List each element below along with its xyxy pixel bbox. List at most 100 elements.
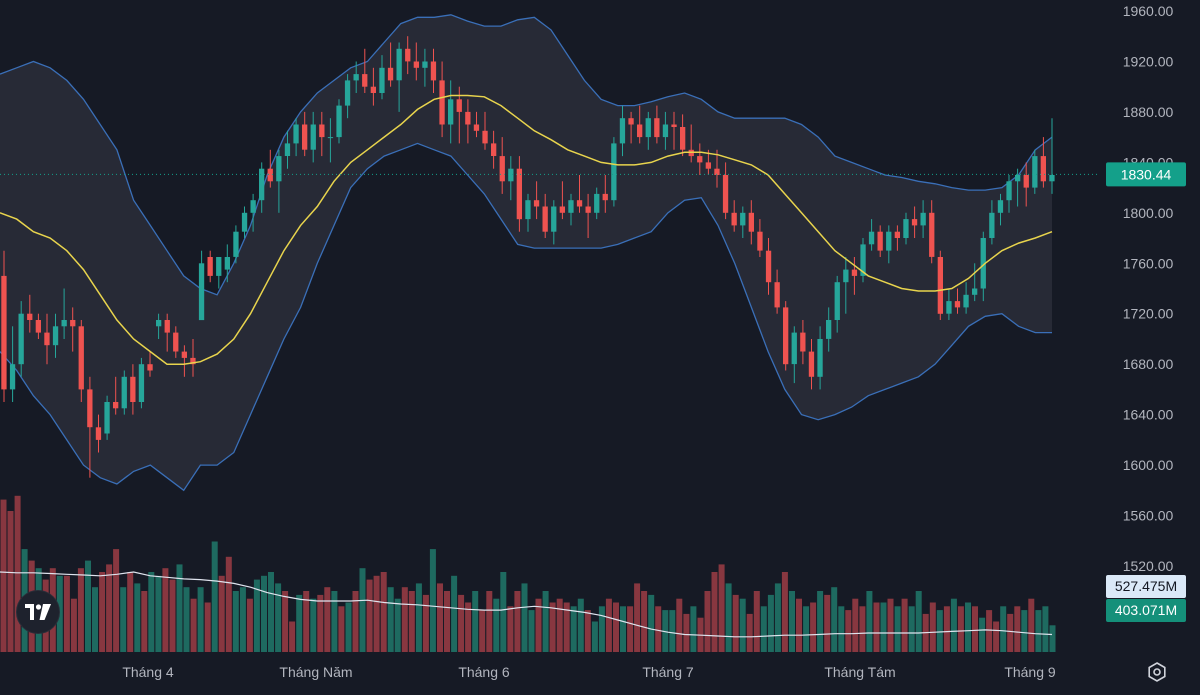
volume-bar bbox=[324, 587, 331, 652]
candle-body bbox=[387, 67, 394, 81]
volume-bar bbox=[437, 583, 443, 652]
volume-bar bbox=[774, 583, 781, 652]
candle-body bbox=[757, 231, 763, 251]
volume-bar bbox=[1000, 606, 1007, 652]
candle-body bbox=[267, 168, 273, 182]
price-tick-label: 1800.00 bbox=[1123, 205, 1174, 221]
candle-body bbox=[602, 193, 608, 201]
candle-body bbox=[542, 206, 548, 232]
volume-bar bbox=[760, 606, 767, 652]
volume-bar bbox=[683, 613, 690, 652]
candle-body bbox=[783, 307, 789, 365]
volume-bar bbox=[275, 583, 282, 652]
bollinger-band-fill bbox=[0, 14, 1052, 491]
candle-body bbox=[997, 200, 1004, 213]
candle-body bbox=[52, 326, 59, 346]
candle-body bbox=[843, 269, 849, 283]
volume-bar bbox=[514, 591, 521, 652]
candle-body bbox=[740, 212, 746, 226]
candle-body bbox=[147, 364, 153, 371]
volume-bar bbox=[204, 602, 211, 652]
volume-bar bbox=[373, 575, 380, 652]
candle-body bbox=[250, 200, 256, 213]
volume-bar bbox=[408, 591, 415, 652]
volume-bar bbox=[556, 598, 563, 652]
volume-bar bbox=[366, 579, 373, 652]
volume-bar bbox=[120, 587, 127, 652]
gear-icon[interactable] bbox=[1145, 660, 1169, 684]
volume-bar bbox=[85, 560, 91, 652]
volume-bar bbox=[972, 606, 978, 652]
candlesticks bbox=[1, 36, 1055, 478]
volume-bar bbox=[465, 602, 472, 652]
volume-bar bbox=[817, 591, 824, 652]
candle-body bbox=[834, 282, 840, 320]
price-tick-label: 1600.00 bbox=[1123, 457, 1174, 473]
volume-bar bbox=[957, 606, 964, 652]
volume-bar bbox=[493, 598, 500, 652]
volume-bar bbox=[781, 572, 788, 652]
candle-body bbox=[937, 257, 943, 314]
candle-body bbox=[310, 124, 316, 150]
volume-bar bbox=[1014, 606, 1021, 652]
volume-bar bbox=[943, 606, 950, 652]
candle-body bbox=[216, 257, 222, 276]
candle-body bbox=[808, 351, 815, 377]
candle-body bbox=[920, 212, 926, 226]
candle-body bbox=[525, 200, 531, 220]
candle-body bbox=[576, 200, 583, 207]
volume-bar bbox=[317, 594, 324, 652]
volume-bar bbox=[183, 587, 190, 652]
volume-bar bbox=[92, 587, 98, 652]
volume-bar bbox=[859, 606, 866, 652]
candle-body bbox=[946, 301, 952, 314]
candle-body bbox=[533, 200, 540, 207]
volume-bar bbox=[669, 610, 676, 652]
volume-bar bbox=[472, 591, 479, 652]
candle-body bbox=[276, 156, 282, 182]
candle-body bbox=[980, 238, 986, 289]
volume-bar bbox=[7, 511, 14, 652]
volume-bar bbox=[190, 598, 197, 652]
volume-bar bbox=[767, 594, 774, 652]
volume-bar bbox=[655, 606, 662, 652]
volume-ma-line bbox=[0, 571, 1053, 638]
volume-bar bbox=[718, 564, 725, 652]
volume-bar bbox=[70, 598, 77, 652]
candle-body bbox=[61, 320, 67, 327]
axis-value-tags: 1830.44 527.475M 403.071M bbox=[1106, 162, 1186, 622]
volume-bar bbox=[929, 602, 936, 652]
candle-body bbox=[680, 127, 686, 150]
candle-body bbox=[911, 219, 918, 226]
volume-bar bbox=[345, 602, 352, 652]
candle-body bbox=[439, 80, 445, 125]
volume-bar bbox=[662, 610, 669, 652]
candle-body bbox=[508, 168, 514, 182]
volume-bar bbox=[1021, 610, 1028, 652]
candle-body bbox=[138, 364, 145, 402]
volume-bar bbox=[880, 602, 887, 652]
candle-body bbox=[1, 275, 7, 390]
candle-body bbox=[989, 212, 995, 238]
volume-bar bbox=[253, 579, 260, 652]
candle-body bbox=[95, 427, 102, 440]
volume-ma-path bbox=[0, 571, 1053, 638]
candle-body bbox=[748, 212, 754, 232]
candle-body bbox=[619, 118, 626, 144]
volume-bar bbox=[894, 606, 901, 652]
candle-body bbox=[1023, 175, 1029, 188]
volume-bar bbox=[676, 598, 683, 652]
volume-bar bbox=[422, 594, 429, 652]
candle-body bbox=[241, 212, 248, 232]
volume-bar bbox=[331, 591, 338, 652]
candle-body bbox=[963, 294, 969, 308]
time-tick-label: Tháng 7 bbox=[642, 664, 694, 680]
candle-body bbox=[1040, 156, 1046, 182]
volume-bar bbox=[225, 556, 232, 652]
last-price-tag bbox=[1106, 162, 1186, 187]
volume-bar bbox=[387, 587, 394, 652]
tradingview-logo[interactable] bbox=[16, 590, 60, 634]
candle-body bbox=[27, 313, 33, 320]
